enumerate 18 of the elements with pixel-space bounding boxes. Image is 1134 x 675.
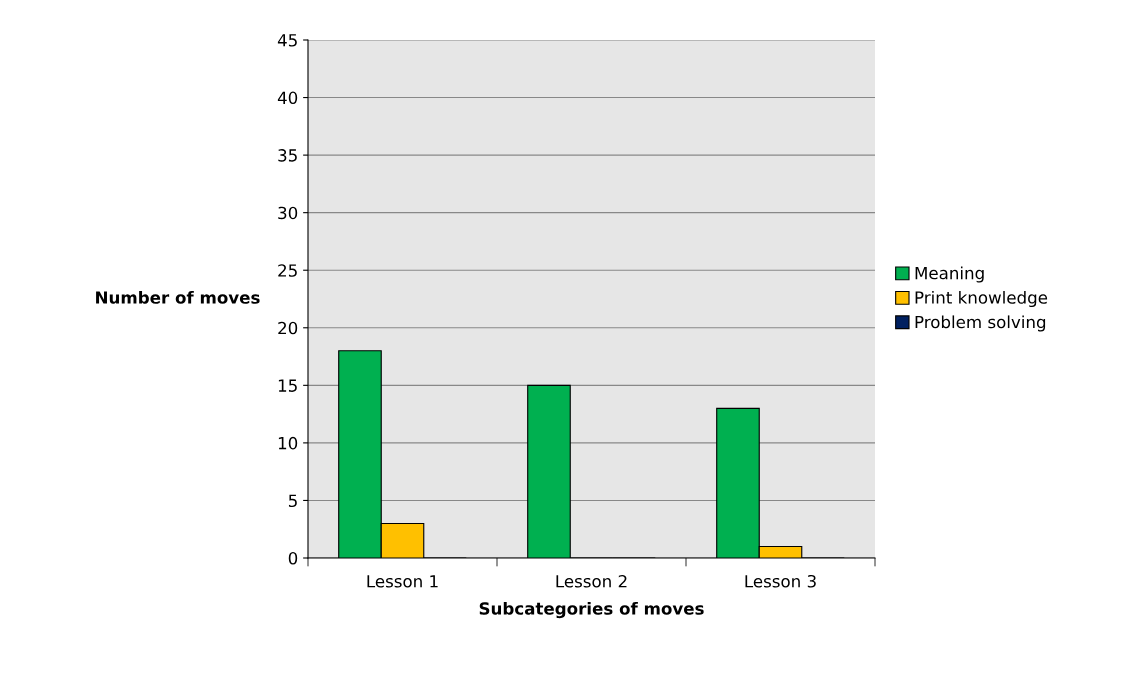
x-tick-label: Lesson 3 — [745, 574, 816, 588]
y-tick-label: 40 — [277, 91, 298, 105]
y-tick-label: 45 — [277, 34, 297, 47]
x-axis-title: Subcategories of moves — [479, 601, 704, 619]
y-tick-label: 0 — [288, 551, 298, 565]
legend-label: Print knowledge — [915, 290, 1048, 308]
y-tick-label: 10 — [278, 436, 298, 450]
y-tick-label: 20 — [278, 321, 298, 335]
y-tick-label: 15 — [278, 379, 297, 392]
y-tick-label: 35 — [278, 149, 297, 162]
y-tick-label: 30 — [278, 206, 298, 220]
x-tick-label: Lesson 1 — [367, 575, 438, 588]
legend-label: Meaning — [915, 266, 984, 283]
y-axis-title: Number of moves — [96, 290, 260, 304]
x-tick-label: Lesson 2 — [556, 574, 627, 588]
y-tick-label: 25 — [278, 264, 297, 277]
y-tick-label: 5 — [288, 494, 297, 508]
legend-label: Problem solving — [915, 315, 1046, 332]
